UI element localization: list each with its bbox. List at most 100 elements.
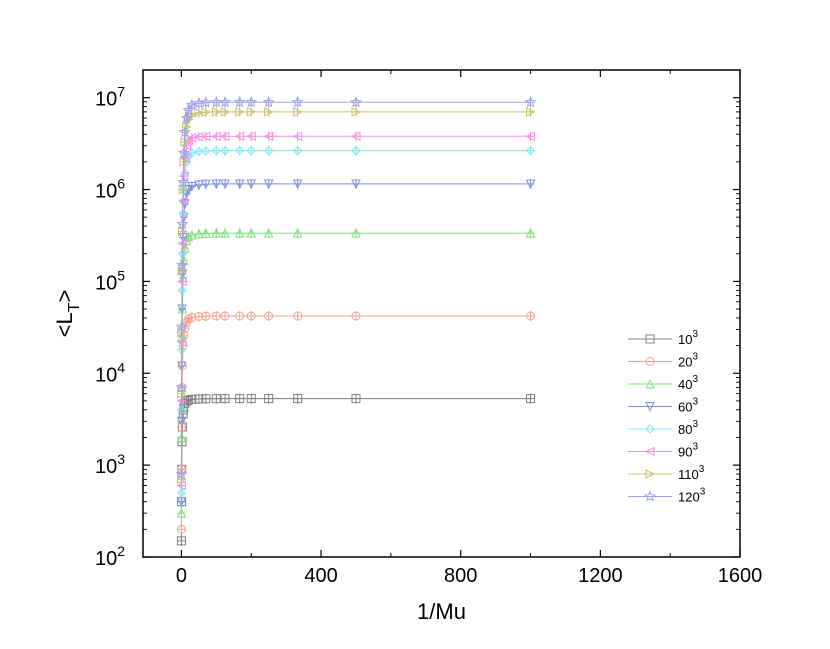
data-point (183, 231, 194, 242)
data-point (176, 508, 187, 518)
data-point (211, 228, 222, 238)
data-point (176, 217, 189, 230)
data-point (211, 179, 222, 190)
data-point (178, 126, 191, 138)
data-point (194, 107, 204, 118)
data-point (292, 179, 303, 190)
data-point (526, 311, 536, 321)
data-point (187, 312, 197, 322)
data-point (292, 145, 303, 156)
x-tick-label: 400 (304, 565, 337, 587)
data-point (219, 96, 232, 108)
x-tick-label: 0 (176, 565, 187, 587)
legend-marker (645, 402, 655, 412)
x-tick-label: 800 (444, 565, 477, 587)
legend-marker (644, 446, 655, 457)
x-tick-label: 1600 (718, 565, 763, 587)
legend-label: 803 (678, 419, 698, 437)
data-point (175, 320, 188, 332)
data-point (293, 394, 303, 404)
data-point (246, 131, 256, 142)
legend-item: 903 (628, 442, 698, 460)
data-point (264, 394, 274, 404)
legend-label: 903 (678, 442, 698, 460)
data-point (526, 394, 536, 404)
data-point (180, 111, 193, 124)
data-point (201, 107, 211, 117)
data-point (246, 311, 256, 321)
data-point (211, 145, 222, 156)
data-point (220, 228, 230, 238)
data-point (245, 96, 258, 108)
data-point (187, 229, 197, 240)
data-point (246, 228, 257, 238)
data-point (177, 175, 190, 188)
data-point (220, 107, 231, 117)
data-point (262, 95, 275, 108)
data-point (220, 145, 230, 156)
data-point (234, 179, 245, 190)
data-point (526, 107, 536, 117)
x-tick-label: 1200 (578, 565, 623, 587)
data-point (246, 107, 257, 117)
y-axis-title: <LT> (52, 290, 83, 338)
y-tick-label: 106 (95, 176, 125, 203)
data-point (176, 258, 189, 271)
y-tick-label: 107 (95, 84, 125, 111)
data-point (351, 311, 361, 321)
data-point (235, 107, 245, 117)
data-point (351, 394, 361, 404)
data-point (524, 95, 537, 108)
data-point (234, 228, 245, 238)
data-point (211, 107, 222, 117)
data-point (179, 184, 189, 195)
data-point (235, 394, 245, 404)
y-tick-label: 105 (95, 267, 125, 294)
data-point (263, 228, 274, 238)
data-point (263, 131, 274, 142)
data-point (200, 131, 211, 142)
data-point (264, 107, 274, 117)
data-point (349, 96, 362, 108)
legend-label: 403 (678, 374, 698, 392)
series-line (180, 101, 531, 475)
data-point (525, 131, 536, 142)
plot-frame (142, 69, 741, 558)
data-point (176, 536, 186, 546)
data-point (291, 96, 304, 108)
series-line (180, 232, 531, 514)
data-point (264, 311, 274, 321)
data-point (234, 131, 245, 142)
legend-item: 803 (628, 419, 698, 437)
series-line (180, 150, 531, 493)
data-point (220, 179, 230, 190)
legend-item: 1103 (628, 464, 705, 482)
data-point (220, 311, 230, 321)
y-tick-label: 104 (95, 359, 125, 386)
data-point (201, 179, 211, 190)
data-point (525, 145, 536, 156)
legend-item: 103 (628, 329, 698, 347)
data-point (293, 311, 303, 321)
data-point (292, 131, 303, 142)
legend-marker (643, 490, 657, 502)
legend-label: 103 (678, 329, 698, 347)
data-point (263, 145, 274, 156)
data-point (525, 179, 536, 190)
data-point (263, 179, 274, 190)
data-point (181, 140, 192, 151)
data-point (233, 95, 246, 108)
data-point (194, 228, 204, 239)
y-tick-label: 103 (95, 451, 125, 478)
legend-item: 1203 (628, 487, 706, 505)
data-point (199, 96, 212, 108)
series-line (180, 398, 531, 541)
data-point (246, 145, 256, 156)
data-point (351, 228, 361, 238)
series-10 (176, 393, 536, 546)
series-40 (176, 228, 536, 519)
data-point (186, 133, 197, 143)
data-point (351, 145, 361, 156)
legend-marker (645, 334, 655, 344)
legend-label: 1203 (678, 487, 706, 505)
